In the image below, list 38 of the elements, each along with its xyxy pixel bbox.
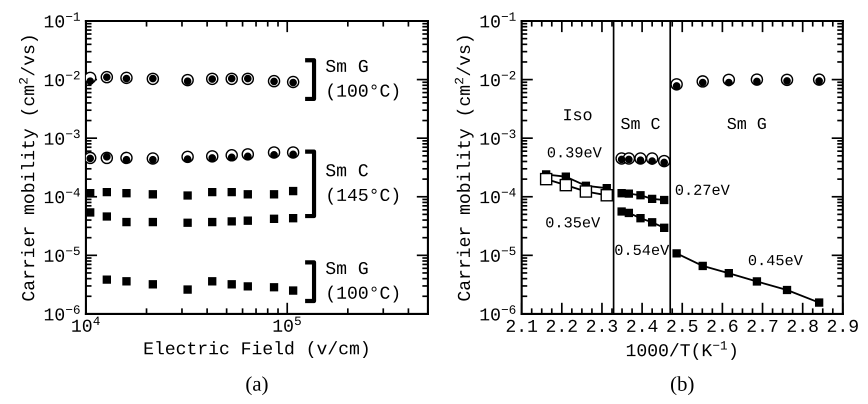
y-tick-label: 10$^{−2}$ (44, 70, 80, 86)
x-tick-label: 10$^{5}$ (274, 316, 301, 332)
text: (a) (246, 376, 268, 396)
text: (b) (671, 376, 694, 396)
annotation: 0.39eV (548, 147, 602, 158)
x-tick-label: 2.9 (828, 320, 858, 332)
annotation: Sm C (621, 118, 660, 130)
y-tick-label: 10$^{−1}$ (44, 12, 80, 28)
y-tick-label: 10$^{−3}$ (480, 130, 516, 145)
annotation: 0.35eV (546, 217, 600, 228)
annotation: Sm G (100°C) (326, 60, 398, 100)
x-tick-label: 2.7 (748, 320, 778, 332)
x-tick-label: 2.4 (627, 320, 658, 332)
y-tick-label: 10$^{−4}$ (480, 188, 516, 204)
annotation: Sm G (100°C) (326, 262, 398, 302)
y-tick-label: 10$^{−5}$ (480, 246, 516, 262)
x-tick-label: 2.1 (506, 320, 538, 332)
annotation: Sm C (145°C) (326, 164, 398, 205)
x-tick-label: 2.5 (667, 320, 698, 332)
y-tick-label: 10$^{−4}$ (44, 188, 80, 204)
y-tick-label: 10$^{−2}$ (480, 70, 516, 86)
x-axis-title: Electric Field (v/cm) (144, 341, 368, 358)
x-tick-label: 2.6 (707, 320, 738, 332)
annotation: 0.27eV (676, 184, 730, 195)
annotation: 0.45eV (748, 254, 803, 266)
y-tick-label: 10$^{−6}$ (480, 305, 516, 321)
y-tick-label: 10$^{−5}$ (44, 246, 80, 262)
y-tick-label: 10$^{−3}$ (44, 130, 80, 145)
x-tick-label: 2.3 (586, 320, 618, 332)
y-axis-title: Carrier mobility (cm$^{2}$/vs) (19, 36, 38, 301)
annotation: Sm G (727, 118, 766, 130)
annotation: Iso (564, 109, 592, 120)
annotation: 0.54eV (615, 244, 670, 256)
x-axis-title: 1000/T(K$^{−1}$) (626, 341, 736, 360)
y-axis-title: Carrier mobility (cm$^{2}$/vs) (454, 36, 474, 301)
x-tick-label: 2.2 (546, 320, 577, 332)
y-tick-label: 10$^{−1}$ (480, 12, 516, 28)
x-tick-label: 2.8 (788, 320, 818, 332)
